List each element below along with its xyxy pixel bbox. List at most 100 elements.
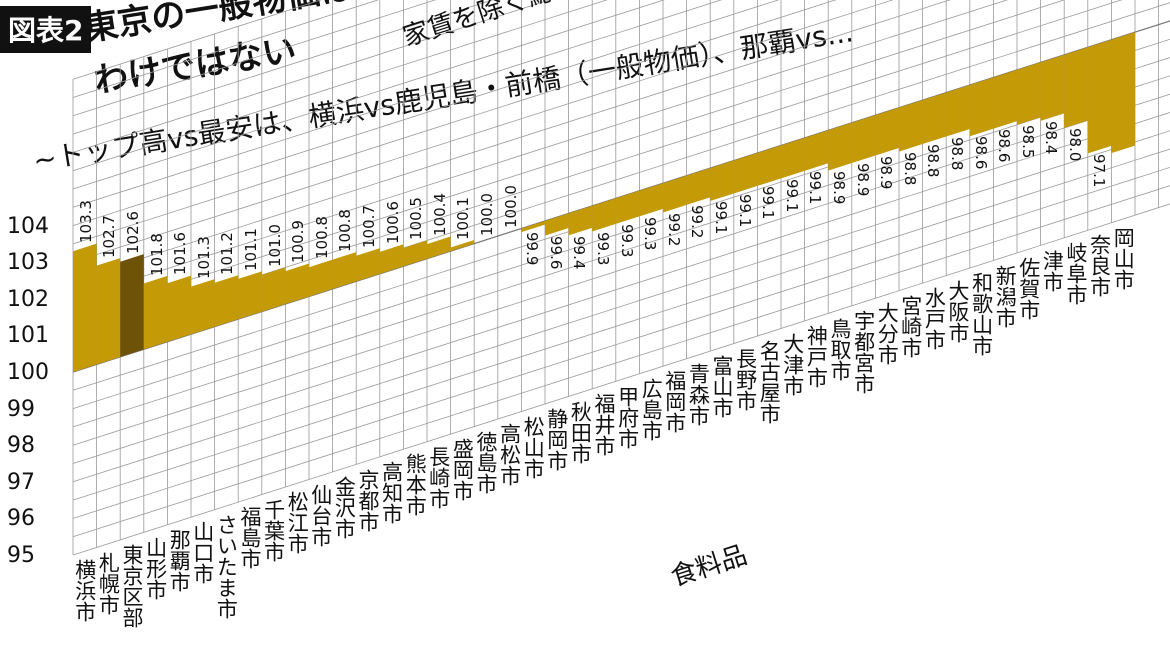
category-label: 佐賀市 [1016, 257, 1041, 321]
value-label: 99.1 [782, 178, 801, 212]
value-label: 101.1 [242, 228, 260, 272]
bar-水戸市 [922, 92, 947, 145]
category-label: 鳥取市 [828, 317, 852, 381]
category-label: 奈良市 [1087, 234, 1112, 298]
category-label: 富山市 [710, 355, 734, 419]
value-label: 100.0 [478, 192, 496, 236]
category-label: 秋田市 [568, 400, 593, 464]
value-label: 99.1 [712, 201, 730, 235]
bar-大分市 [875, 107, 899, 156]
category-label: 新潟市 [993, 264, 1018, 328]
value-label: 98.9 [877, 155, 896, 190]
value-label: 98.4 [1042, 121, 1061, 155]
value-label: 98.8 [900, 151, 919, 186]
bar-新潟市 [993, 69, 1017, 129]
value-label: 98.8 [924, 144, 943, 178]
value-label: 100.8 [336, 208, 355, 252]
bar-東京区部 [120, 254, 144, 357]
y-tick-label: 100 [7, 360, 49, 385]
category-label: 高松市 [497, 423, 522, 487]
category-label: 和歌山市 [969, 272, 994, 357]
bar-神戸市 [804, 130, 829, 171]
category-label: 京都市 [356, 468, 380, 532]
bar-岐阜市 [1064, 47, 1088, 129]
category-label: 名古屋市 [757, 340, 782, 425]
value-label: 98.9 [853, 163, 872, 197]
bar-山口市 [191, 279, 215, 335]
category-label: さいたま市 [214, 513, 239, 619]
value-label: 99.9 [523, 232, 542, 266]
category-label: 千葉市 [261, 498, 286, 562]
value-label: 99.2 [664, 212, 683, 247]
category-label: 広島市 [639, 377, 664, 441]
category-label: 長野市 [733, 347, 758, 411]
bar-青森市 [686, 168, 711, 205]
category-label: 山形市 [143, 536, 168, 600]
value-label: 99.2 [688, 205, 707, 239]
bar-さいたま市 [214, 275, 239, 327]
category-label: 福岡市 [662, 370, 687, 434]
bar-秋田市 [568, 205, 593, 236]
y-tick-label: 97 [7, 469, 35, 495]
category-label: 神戸市 [804, 325, 829, 389]
value-label: 100.0 [501, 185, 520, 229]
category-label: 横浜市 [72, 559, 97, 623]
bar-名古屋市 [757, 145, 781, 186]
category-label: 宮崎市 [898, 294, 923, 358]
gridline-h [72, 0, 494, 135]
bar-山形市 [143, 275, 168, 350]
bars [73, 32, 1135, 372]
category-label: 大津市 [780, 332, 805, 396]
y-tick-label: 96 [7, 506, 35, 532]
category-label: 熊本市 [403, 453, 428, 517]
bar-岡山市 [1111, 32, 1135, 154]
category-label: 札幌市 [96, 551, 121, 615]
category-label: 静岡市 [544, 408, 569, 472]
bar-金沢市 [332, 252, 357, 289]
gridline-h [72, 0, 437, 117]
value-label: 103.3 [76, 200, 95, 244]
category-label: 大分市 [875, 302, 900, 366]
bar-広島市 [639, 183, 663, 217]
category-label: 東京区部 [120, 544, 144, 629]
bar-佐賀市 [1017, 62, 1041, 125]
bar-熊本市 [403, 240, 427, 267]
bar-横浜市 [73, 243, 97, 372]
bar-甲府市 [615, 190, 640, 224]
value-label: 100.8 [312, 216, 331, 260]
gridline-h [72, 0, 379, 98]
value-label: 101.0 [265, 224, 284, 268]
y-tick-label: 104 [7, 213, 49, 239]
bar-札幌市 [96, 258, 121, 365]
category-label: 甲府市 [615, 385, 640, 449]
value-label: 101.8 [147, 232, 166, 276]
category-label: 金沢市 [332, 476, 357, 540]
category-label: 松山市 [521, 415, 546, 479]
category-label: 福島市 [238, 506, 262, 570]
category-label: 長崎市 [426, 445, 451, 509]
bar-千葉市 [261, 267, 286, 312]
value-label: 100.7 [360, 205, 378, 248]
bar-松江市 [285, 263, 309, 305]
bar-福井市 [592, 198, 616, 232]
value-label: 100.1 [454, 196, 473, 240]
category-label: 青森市 [686, 362, 711, 426]
value-label: 99.4 [570, 235, 589, 269]
category-label: 徳島市 [474, 430, 498, 494]
y-tick-label: 98 [7, 433, 35, 459]
value-label: 99.1 [759, 186, 778, 220]
value-label: 99.3 [617, 224, 636, 258]
value-label: 100.5 [407, 197, 426, 241]
category-label: 盛岡市 [450, 438, 475, 502]
category-label: 那覇市 [167, 529, 192, 593]
value-label: 99.3 [594, 231, 612, 266]
bar-和歌山市 [969, 77, 994, 137]
bar-福岡市 [663, 175, 687, 213]
category-label: 津市 [1040, 249, 1065, 292]
value-label: 101.2 [218, 232, 237, 275]
category-label: 水戸市 [922, 287, 947, 351]
y-tick-label: 95 [7, 543, 35, 568]
gridline-h [72, 0, 551, 153]
value-label: 99.1 [735, 193, 754, 228]
